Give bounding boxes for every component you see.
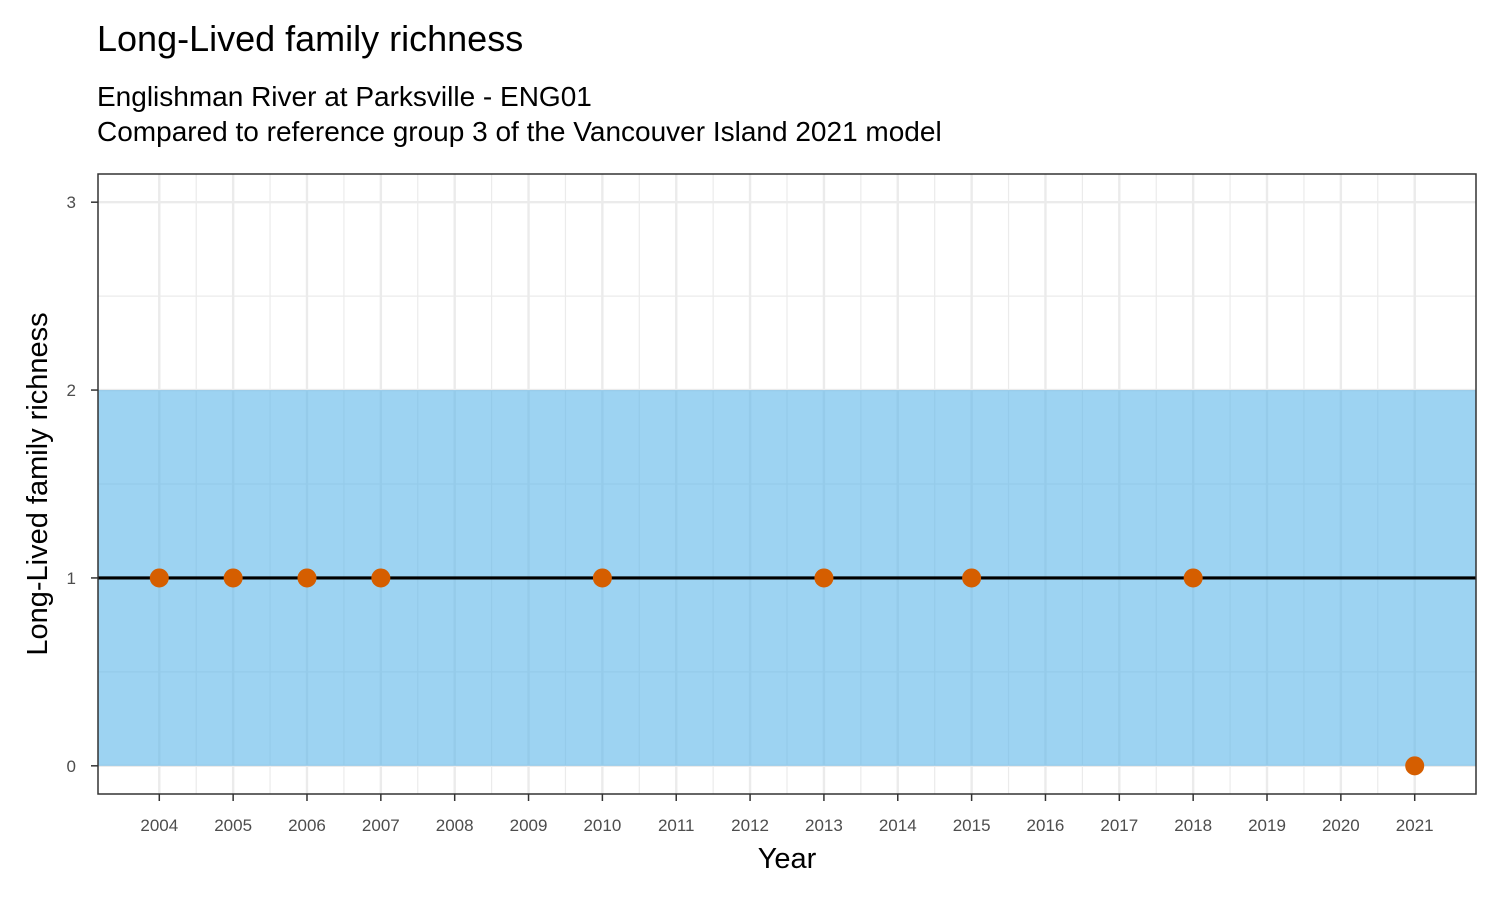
chart-title: Long-Lived family richness (97, 18, 524, 59)
x-tick-label: 2018 (1174, 816, 1212, 835)
x-tick-label: 2008 (436, 816, 474, 835)
x-tick-label: 2021 (1396, 816, 1434, 835)
x-tick-label: 2013 (805, 816, 843, 835)
x-tick-label: 2004 (140, 816, 178, 835)
x-tick-label: 2020 (1322, 816, 1360, 835)
y-tick-label: 2 (67, 381, 76, 400)
y-axis-title: Long-Lived family richness (22, 312, 54, 655)
x-tick-label: 2010 (583, 816, 621, 835)
data-point (814, 568, 834, 588)
data-point (223, 568, 243, 588)
x-tick-label: 2017 (1100, 816, 1138, 835)
data-point (371, 568, 391, 588)
x-axis-title: Year (758, 843, 817, 875)
x-tick-label: 2019 (1248, 816, 1286, 835)
data-point (297, 568, 317, 588)
plot-panel-border (97, 173, 1477, 795)
x-tick-label: 2011 (658, 816, 695, 835)
x-tick-label: 2016 (1027, 816, 1065, 835)
data-points (149, 568, 1425, 776)
data-point (1405, 756, 1425, 776)
chart-subtitle-line-1: Englishman River at Parksville - ENG01 (97, 81, 592, 112)
chart-subtitle-line-2: Compared to reference group 3 of the Van… (97, 116, 942, 147)
y-tick-label: 3 (67, 193, 76, 212)
data-point (592, 568, 612, 588)
data-point (962, 568, 982, 588)
x-tick-label: 2012 (731, 816, 769, 835)
data-point (1183, 568, 1203, 588)
x-tick-label: 2009 (510, 816, 548, 835)
x-tick-label: 2006 (288, 816, 326, 835)
x-tick-label: 2005 (214, 816, 252, 835)
x-tick-label: 2007 (362, 816, 400, 835)
y-tick-label: 0 (67, 757, 76, 776)
axes: 2004 2005 2006 2007 2008 2009 2010 2011 2012 2013… (67, 193, 1434, 835)
y-tick-label: 1 (67, 569, 76, 588)
data-point (149, 568, 169, 588)
x-tick-label: 2014 (879, 816, 917, 835)
x-tick-label: 2015 (953, 816, 991, 835)
